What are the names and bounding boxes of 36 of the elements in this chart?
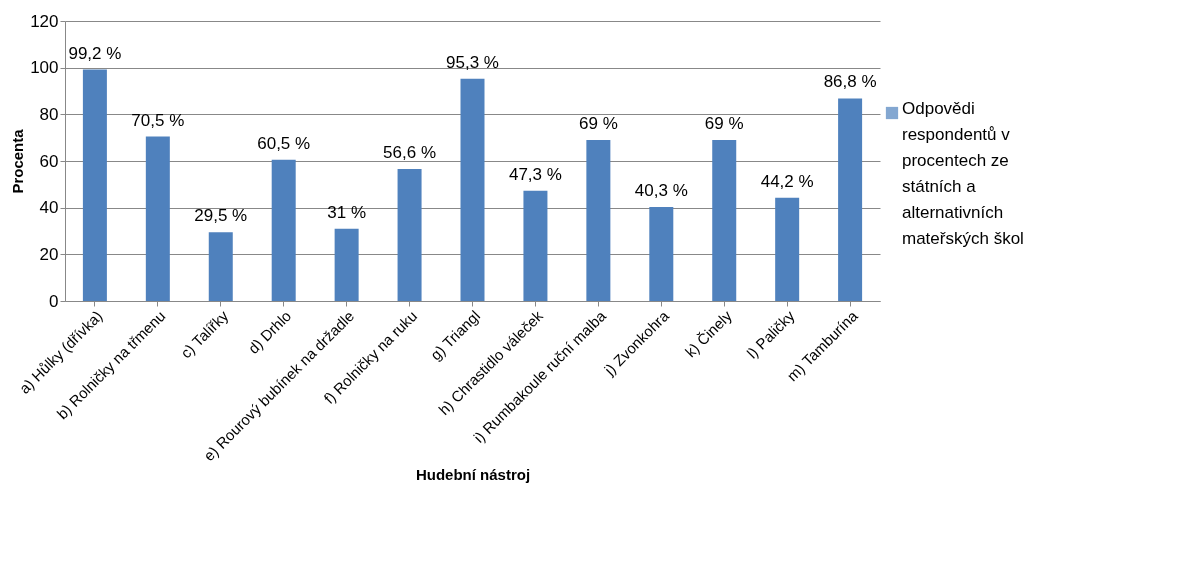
data-label: 44,2 % xyxy=(760,171,814,191)
data-label: 86,8 % xyxy=(823,72,877,92)
y-tick-label: 100 xyxy=(30,58,59,78)
bar xyxy=(397,168,422,301)
data-label: 69 % xyxy=(704,114,744,133)
y-tick-label: 0 xyxy=(49,291,59,311)
bar xyxy=(775,197,800,301)
data-label: 99,2 % xyxy=(68,43,122,63)
y-tick-label: 40 xyxy=(39,198,59,218)
legend-label: Odpovědi respondentů v procentech ze státních a alternativních mateřských škol xyxy=(902,99,1024,248)
x-axis-title: Hudební nástroj xyxy=(415,466,531,484)
bar xyxy=(271,159,296,301)
data-label: 56,6 % xyxy=(383,142,437,162)
data-label: 95,3 % xyxy=(446,52,499,72)
data-label: 60,5 % xyxy=(257,133,311,153)
y-tick-label: 120 xyxy=(30,11,59,31)
bar xyxy=(523,190,548,301)
y-axis-title: Procenta xyxy=(9,128,27,194)
y-tick-label: 20 xyxy=(39,244,59,264)
data-label: 69 % xyxy=(578,114,618,133)
bar xyxy=(649,206,674,301)
bar xyxy=(208,232,233,301)
bar xyxy=(838,98,863,301)
data-label: 70,5 % xyxy=(131,110,185,130)
y-tick-label: 80 xyxy=(39,104,59,124)
bar xyxy=(145,136,170,301)
bar xyxy=(460,78,485,301)
bar xyxy=(712,140,737,301)
bar xyxy=(334,228,359,301)
bar xyxy=(82,69,107,301)
data-label: 29,5 % xyxy=(194,206,248,226)
y-tick-label: 60 xyxy=(39,151,59,171)
data-label: 47,3 % xyxy=(508,164,562,184)
bar xyxy=(586,140,611,301)
data-label: 31 % xyxy=(327,202,367,222)
data-label: 40,3 % xyxy=(634,180,688,200)
